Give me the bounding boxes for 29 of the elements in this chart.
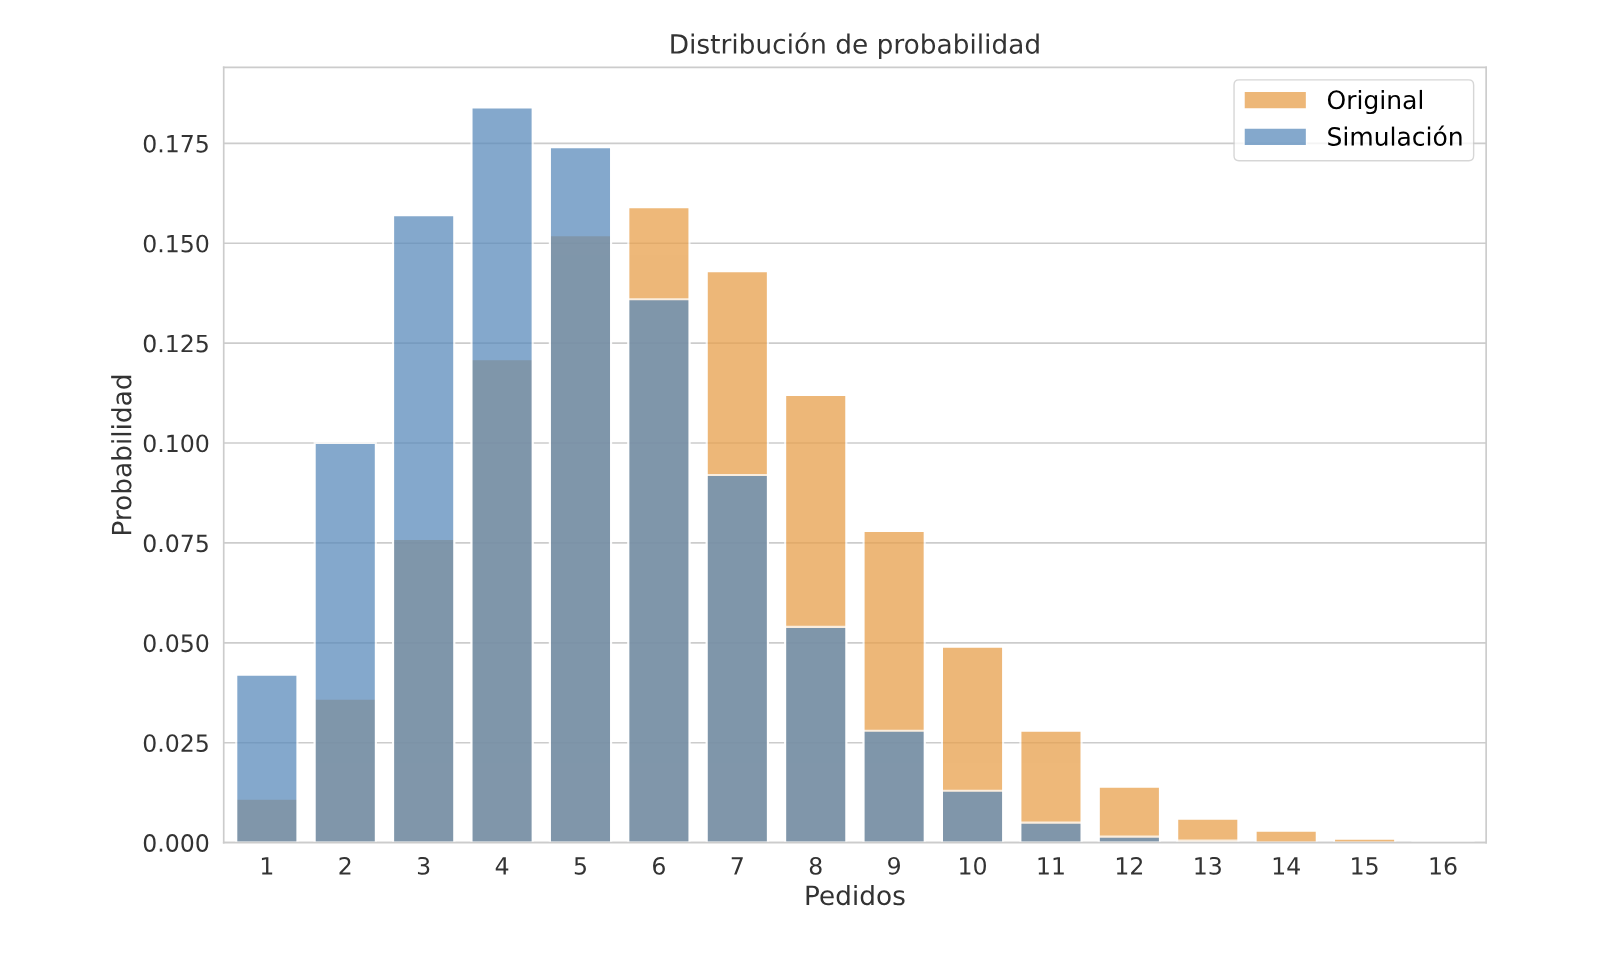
y-tick-label: 0.025 [143, 734, 208, 753]
x-tick-label: 6 [653, 856, 665, 875]
x-tick-label: 8 [809, 856, 822, 875]
y-tick-label: 0.150 [143, 234, 209, 253]
y-tick-label: 0.075 [143, 534, 208, 553]
x-tick-label: 4 [495, 857, 509, 875]
y-axis-title: Probabilidad [111, 375, 132, 535]
x-tick-label: 10 [960, 856, 986, 875]
x-tick-label: 12 [1116, 856, 1143, 875]
x-tick-label: 13 [1195, 856, 1221, 875]
y-tick-label: 0.175 [143, 134, 208, 153]
x-tick-label: 7 [731, 857, 743, 875]
x-tick-label: 9 [888, 856, 900, 875]
y-tick-label: 0.100 [143, 434, 209, 453]
y-tick-label: 0.000 [143, 834, 209, 852]
x-tick-label: 5 [574, 857, 586, 875]
legend-label: Original [1327, 89, 1423, 115]
y-tick-label: 0.050 [143, 634, 209, 653]
chart-title: Distribución de probabilidad [671, 32, 1039, 60]
x-tick-label: 1 [261, 857, 273, 875]
x-tick-label: 16 [1430, 856, 1457, 875]
legend-label: Simulación [1328, 125, 1462, 146]
x-tick-label: 15 [1352, 857, 1378, 875]
y-tick-label: 0.125 [143, 334, 208, 353]
x-tick-label: 11 [1038, 857, 1064, 875]
x-axis-title: Pedidos [806, 884, 905, 906]
x-tick-label: 3 [417, 856, 430, 875]
x-tick-label: 14 [1273, 857, 1300, 875]
x-tick-label: 2 [339, 856, 351, 875]
